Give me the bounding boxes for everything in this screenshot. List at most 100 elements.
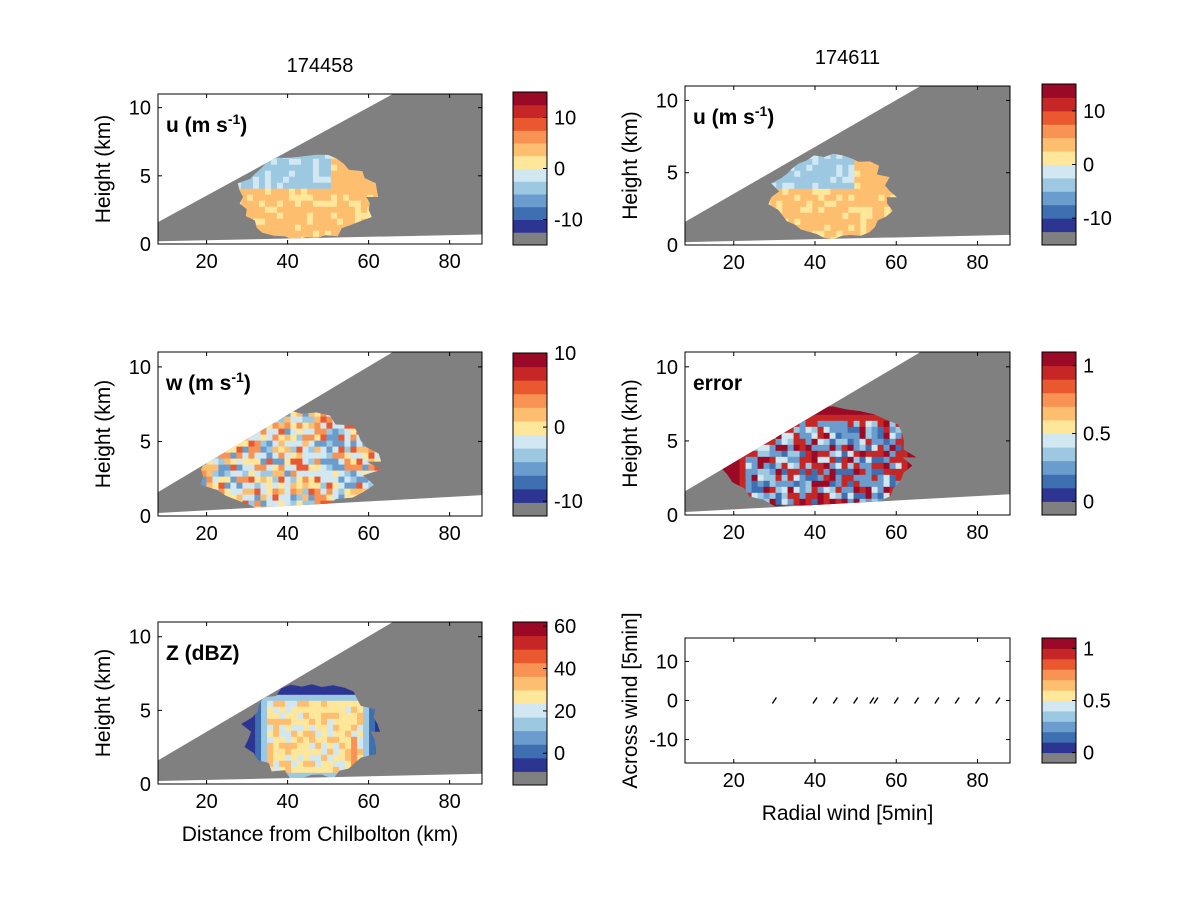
echo-cell: [288, 176, 296, 184]
echo-cell: [288, 200, 296, 208]
echo-cell: [823, 468, 831, 476]
echo-cell: [799, 480, 807, 488]
echo-cell: [871, 486, 879, 494]
echo-cell: [306, 224, 314, 232]
echo-cell: [332, 488, 339, 496]
echo-cell: [853, 438, 861, 446]
echo-cell: [326, 488, 333, 496]
echo-cell: [811, 504, 819, 512]
echo-cell: [242, 464, 249, 472]
echo-cell: [321, 730, 328, 738]
echo-cell: [369, 712, 376, 720]
echo-cell: [336, 188, 344, 196]
echo-cell: [327, 684, 334, 690]
echo-cell: [218, 476, 225, 484]
echo-cell: [246, 158, 254, 166]
echo-cell: [241, 694, 244, 702]
echo-cell: [324, 230, 332, 238]
echo-cell: [811, 480, 819, 488]
echo-cell: [258, 182, 266, 190]
echo-cell: [327, 718, 334, 726]
echo-cell: [266, 506, 273, 513]
echo-cell: [793, 510, 801, 513]
echo-cell: [206, 410, 213, 418]
echo-cell: [284, 410, 291, 418]
y-tick-label: 5: [140, 700, 151, 722]
echo-cell: [889, 432, 897, 440]
echo-cell: [345, 688, 352, 696]
echo-cell: [781, 456, 789, 464]
echo-cell: [309, 700, 316, 708]
echo-cell: [320, 482, 327, 490]
echo-cell: [218, 446, 225, 454]
echo-cell: [824, 176, 831, 184]
echo-cell: [763, 456, 771, 464]
echo-cell: [333, 706, 340, 714]
echo-cell: [781, 432, 789, 440]
echo-cell: [733, 408, 741, 416]
echo-cell: [303, 748, 310, 756]
echo-cell: [339, 712, 346, 720]
colorbar-swatch: [513, 730, 547, 745]
echo-cell: [781, 492, 789, 500]
echo-cell: [860, 200, 867, 208]
echo-cell: [332, 434, 339, 442]
echo-cell: [303, 766, 310, 774]
echo-cell: [318, 182, 326, 190]
echo-cell: [805, 492, 813, 500]
echo-cell: [859, 486, 867, 494]
echo-cell: [320, 470, 327, 478]
echo-cell: [781, 510, 789, 513]
echo-cell: [336, 176, 344, 184]
echo-cell: [853, 450, 861, 458]
echo-cell: [865, 450, 873, 458]
echo-cell: [806, 182, 813, 190]
echo-cell: [261, 742, 268, 750]
echo-cell: [775, 468, 783, 476]
echo-cell: [314, 464, 321, 472]
echo-cell: [363, 736, 370, 744]
echo-cell: [830, 243, 837, 250]
echo-cell: [763, 462, 771, 470]
echo-cell: [332, 482, 339, 490]
echo-cell: [306, 154, 314, 160]
echo-cell: [188, 423, 195, 430]
echo-cell: [282, 188, 290, 196]
echo-cell: [782, 188, 789, 196]
echo-cell: [793, 480, 801, 488]
echo-cell: [345, 694, 352, 702]
echo-cell: [787, 456, 795, 464]
echo-cell: [284, 440, 291, 448]
echo-cell: [763, 444, 771, 452]
echo-cell: [356, 506, 363, 513]
echo-cell: [800, 200, 807, 208]
colorbar-tick-label: -10: [554, 491, 583, 513]
echo-cell: [267, 754, 274, 762]
echo-cell: [853, 504, 861, 512]
echo-cell: [348, 200, 356, 208]
echo-cell: [872, 243, 879, 250]
echo-cell: [878, 206, 885, 214]
echo-cell: [781, 426, 789, 434]
y-tick-label: 5: [667, 431, 678, 453]
echo-cell: [272, 476, 279, 484]
echo-cell: [854, 218, 861, 226]
echo-cell: [829, 510, 837, 513]
echo-cell: [872, 200, 879, 208]
echo-cell: [812, 194, 819, 202]
echo-cell: [835, 486, 843, 494]
echo-cell: [261, 700, 268, 708]
echo-cell: [308, 494, 315, 502]
colorbar-tick-label: -10: [1083, 208, 1112, 230]
echo-cell: [369, 742, 376, 750]
echo-cell: [824, 153, 831, 160]
field-label-text: w (m s: [165, 372, 231, 395]
echo-cell: [252, 170, 260, 178]
echo-cell: [224, 422, 231, 430]
echo-cell: [285, 712, 292, 720]
echo-cell: [297, 718, 304, 726]
echo-cell: [830, 224, 837, 232]
echo-cell: [836, 153, 843, 160]
echo-cell: [841, 438, 849, 446]
echo-cell: [297, 742, 304, 750]
